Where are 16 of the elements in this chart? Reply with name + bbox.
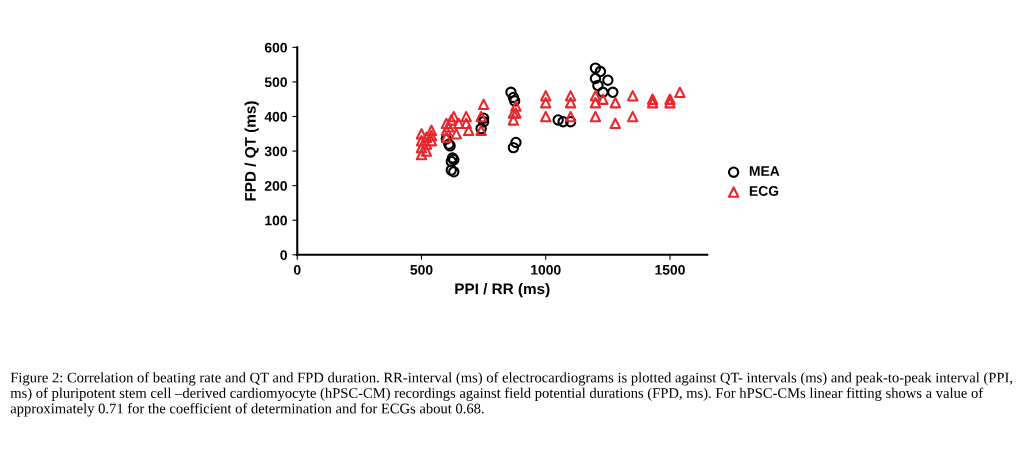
legend-label: ECG	[749, 186, 779, 196]
x-tick-label: 1500	[655, 264, 685, 275]
y-axis-title: FPD / QT (ms)	[244, 101, 259, 201]
x-tick-label: 0	[293, 264, 301, 275]
y-tick-label: 200	[264, 181, 287, 191]
x-tick-label: 1000	[531, 264, 561, 275]
y-tick-label: 500	[264, 77, 287, 88]
x-tick-label: 500	[410, 264, 433, 275]
y-tick-label: 0	[280, 250, 287, 260]
caption: Figure 2: Correlation of beating rate and QT and FPD duration. RR-interval (ms) of electrocardiograms is plotted against QT- intervals (ms) and peak-to-peak interval (PPI, ms) of pluripotent stem cell –derived cardiomyocyte (hPSC-CM) recordings against field potential durations (FPD, ms). For hPSC-CMs linear fitting shows a value of approximately 0.71 for the coefficient of determination and for ECGs about 0.68.	[10, 372, 1013, 417]
x-axis-title: PPI / RR (ms)	[455, 283, 550, 298]
y-tick-label: 100	[265, 215, 287, 226]
legend-label: MEA	[749, 166, 780, 176]
y-tick-label: 600	[264, 42, 287, 53]
y-tick-label: 300	[264, 146, 287, 157]
y-tick-label: 400	[264, 111, 287, 122]
